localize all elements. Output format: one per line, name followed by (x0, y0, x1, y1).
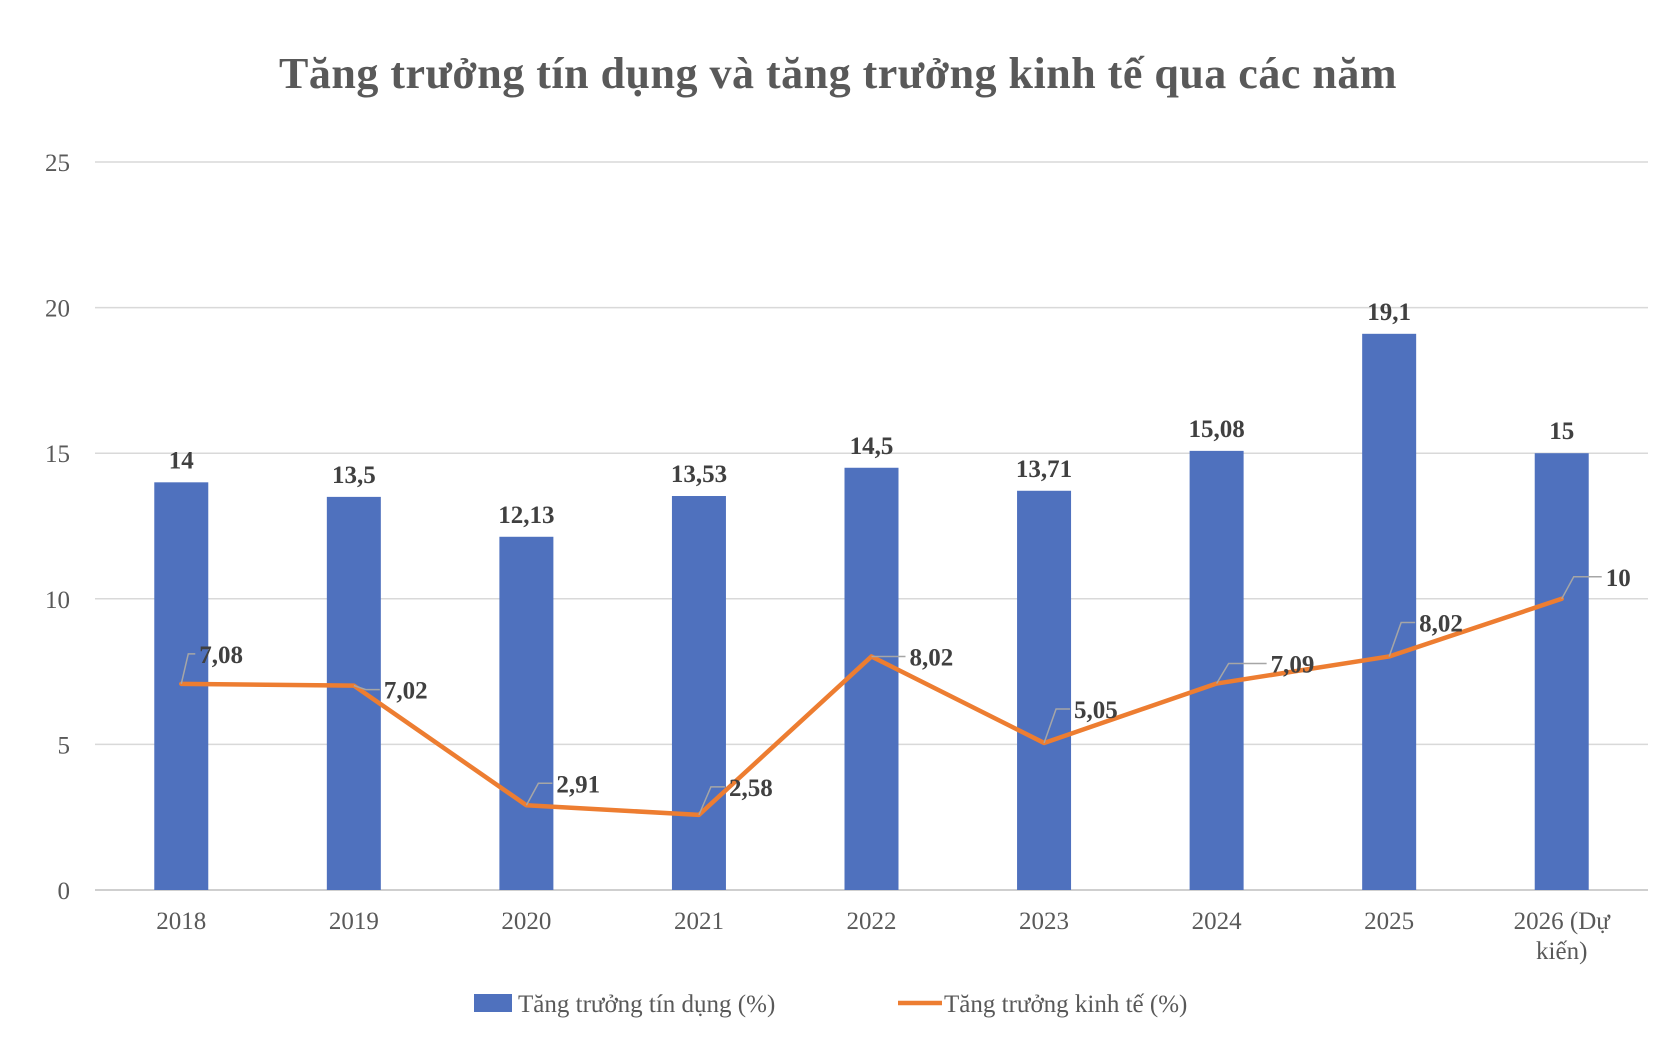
leader-line (698, 786, 725, 816)
bar (1017, 490, 1072, 890)
legend-label-gdp: Tăng trưởng kinh tế (%) (944, 991, 1187, 1018)
bar-data-label: 14 (169, 447, 195, 474)
legend-swatch-bar (474, 994, 512, 1012)
legend: Tăng trưởng tín dụng (%) Tăng trưởng kinh… (474, 991, 1187, 1018)
bar-data-label: 19,1 (1367, 299, 1411, 326)
x-tick-label: 2026 (Dự kiến) (1514, 908, 1612, 965)
leader-line (1561, 576, 1602, 600)
bar-data-label: 13,71 (1016, 456, 1072, 483)
x-axis-ticks: 2018 2019 2020 2021 2022 2023 2024 2025 2026 (Dự… (156, 908, 1611, 965)
bar (671, 496, 726, 890)
y-tick-label: 20 (45, 296, 70, 323)
bar (326, 496, 381, 890)
bar (1362, 333, 1417, 891)
line-data-label: 5,05 (1074, 697, 1118, 724)
y-tick-label: 0 (58, 878, 71, 905)
bar-data-label: 15 (1549, 418, 1574, 445)
chart-title: Tăng trưởng tín dụng và tăng trưởng kinh… (279, 49, 1397, 98)
line-data-label: 7,02 (384, 678, 428, 705)
bar (499, 536, 554, 890)
y-tick-label: 10 (45, 587, 70, 614)
bar-series (154, 333, 1589, 891)
bar-data-label: 13,5 (332, 462, 376, 489)
line-data-label: 2,91 (556, 771, 600, 798)
bar-data-label: 13,53 (671, 461, 727, 488)
leader-line (525, 782, 553, 806)
y-tick-label: 25 (45, 150, 70, 177)
bar (844, 467, 899, 890)
x-tick-label: 2025 (1364, 908, 1414, 935)
line-data-label: 7,09 (1271, 652, 1315, 679)
x-tick-label: 2020 (501, 908, 551, 935)
legend-label-credit: Tăng trưởng tín dụng (%) (518, 991, 775, 1018)
bar (1534, 453, 1589, 890)
x-tick-label: 2023 (1019, 908, 1069, 935)
x-tick-label: 2021 (674, 908, 724, 935)
line-data-label: 8,02 (1419, 610, 1463, 637)
x-tick-label: 2024 (1192, 908, 1243, 935)
x-tick-label: 2022 (847, 908, 897, 935)
bar-data-label: 12,13 (498, 502, 554, 529)
x-tick-label: 2018 (156, 908, 206, 935)
bar (1189, 450, 1244, 890)
bar-data-label: 15,08 (1188, 416, 1244, 443)
y-tick-label: 15 (45, 441, 70, 468)
line-data-label: 2,58 (729, 775, 773, 802)
bar-data-label: 14,5 (850, 433, 894, 460)
y-tick-label: 5 (58, 732, 71, 759)
line-data-label: 8,02 (910, 644, 954, 671)
leader-line (1043, 708, 1071, 744)
leader-line (1388, 621, 1416, 657)
x-tick-label: 2019 (329, 908, 379, 935)
line-data-label: 10 (1606, 565, 1631, 592)
y-axis-ticks: 0 5 10 15 20 25 (45, 150, 70, 905)
leader-line (1215, 662, 1267, 684)
data-labels: 14 13,5 12,13 13,53 14,5 13,71 15,08 19,1 15 7,08… (169, 299, 1631, 816)
leader-line (180, 653, 196, 685)
line-data-label: 7,08 (199, 642, 243, 669)
leader-line (353, 684, 380, 691)
